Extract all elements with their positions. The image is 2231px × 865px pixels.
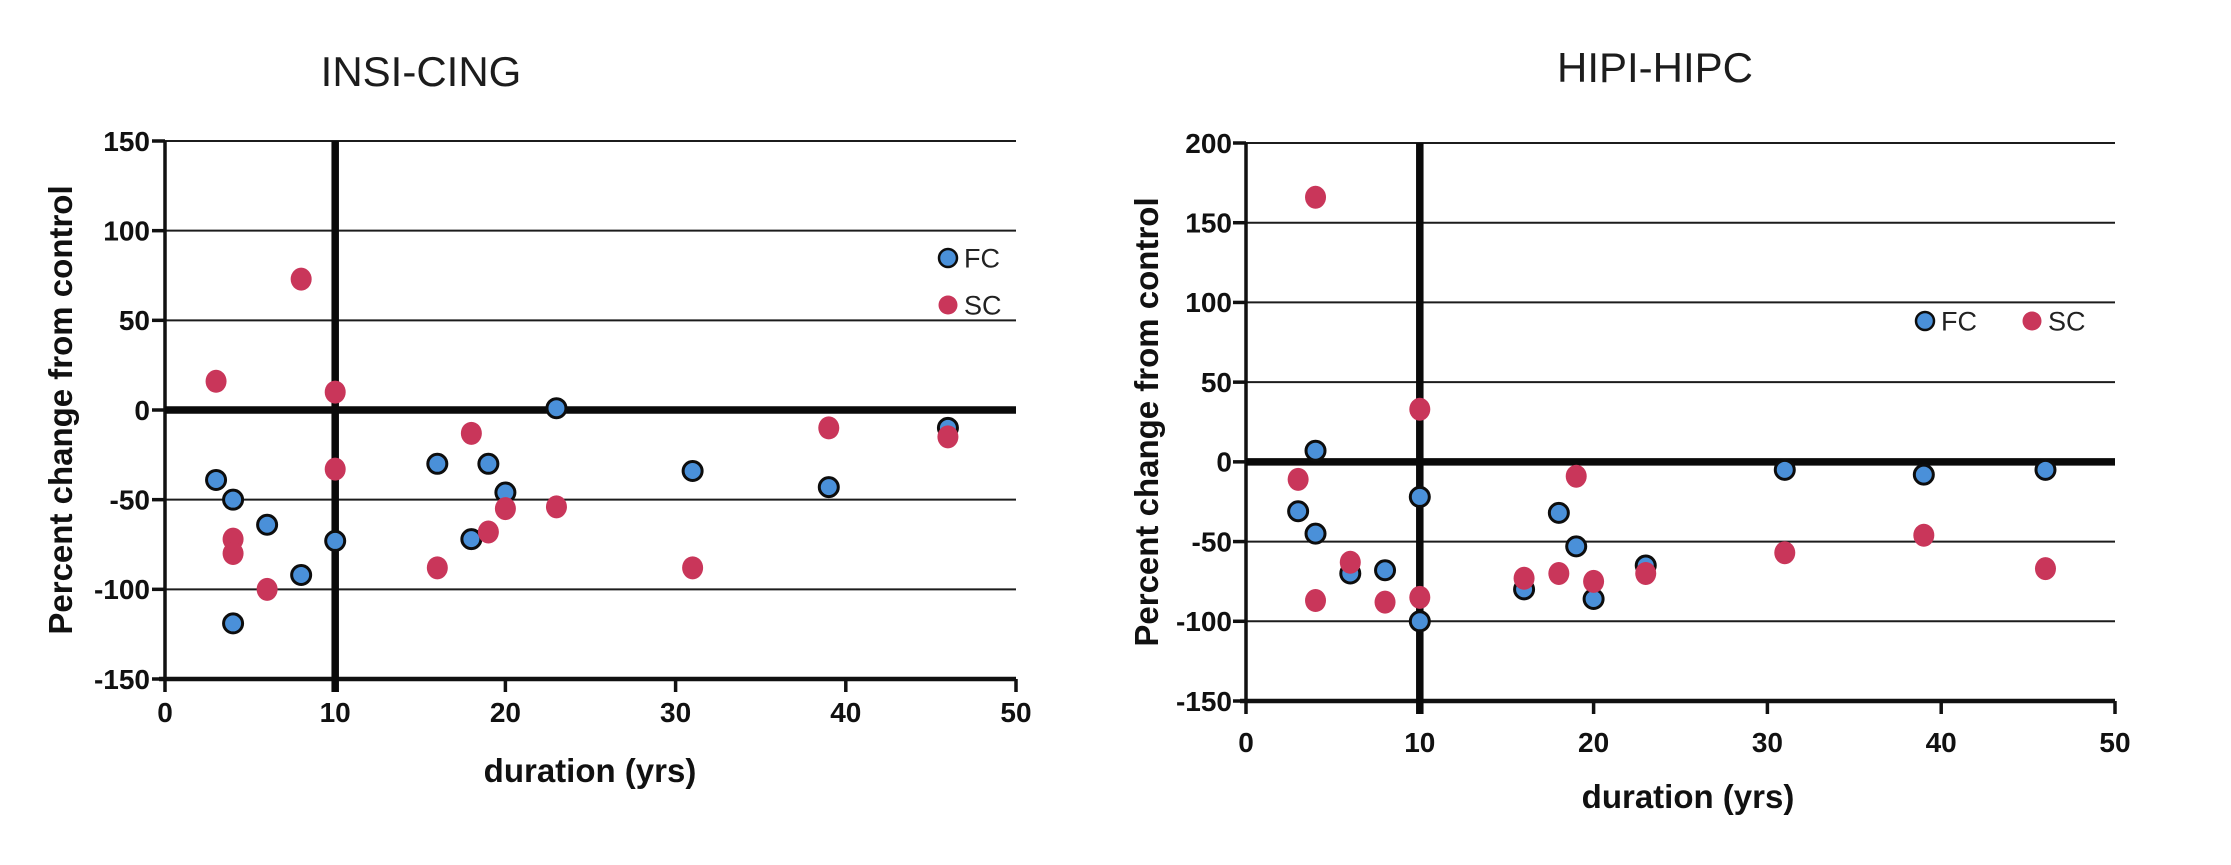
y-tick-label: -50 xyxy=(110,484,150,515)
y-axis-title: Percent change from control xyxy=(42,185,79,634)
legend-label-SC: SC xyxy=(2048,306,2086,336)
y-tick-label: 50 xyxy=(119,305,150,336)
legend-marker-FC xyxy=(937,247,959,269)
data-point-FC xyxy=(1304,522,1327,545)
x-tick-label: 40 xyxy=(830,697,861,728)
data-point-SC xyxy=(1409,397,1431,421)
data-point-SC xyxy=(937,425,959,449)
x-tick-label: 50 xyxy=(2099,727,2130,758)
y-tick-label: -50 xyxy=(1192,526,1232,557)
x-tick-label: 20 xyxy=(1578,727,1609,758)
data-point-SC xyxy=(324,380,346,404)
data-point-FC xyxy=(1912,463,1935,486)
y-tick-label: 100 xyxy=(103,215,150,246)
data-point-SC xyxy=(426,556,448,580)
data-point-SC xyxy=(1774,541,1796,565)
legend-label-FC: FC xyxy=(964,243,1000,273)
data-point-FC xyxy=(1287,500,1310,523)
data-point-FC xyxy=(477,452,500,475)
data-point-FC xyxy=(1408,485,1431,508)
x-axis-title: duration (yrs) xyxy=(1582,778,1795,815)
data-point-FC xyxy=(426,452,449,475)
legend-marker-FC xyxy=(1914,310,1936,332)
data-point-SC xyxy=(1287,467,1309,491)
data-point-FC xyxy=(1565,535,1588,558)
data-point-FC xyxy=(324,529,347,552)
data-point-SC xyxy=(290,267,312,291)
data-point-FC xyxy=(1408,610,1431,633)
legend-marker-SC xyxy=(938,295,958,315)
y-tick-label: 100 xyxy=(1185,287,1232,318)
data-point-SC xyxy=(2034,557,2056,581)
data-point-FC xyxy=(545,397,568,420)
y-tick-label: 200 xyxy=(1185,128,1232,159)
data-point-SC xyxy=(818,416,840,440)
data-point-FC xyxy=(1374,559,1397,582)
y-tick-label: 0 xyxy=(1216,447,1232,478)
x-tick-label: 0 xyxy=(157,697,173,728)
data-point-FC xyxy=(222,488,245,511)
data-point-SC xyxy=(1374,590,1396,614)
data-point-SC xyxy=(477,520,499,544)
data-point-FC xyxy=(1773,458,1796,481)
x-tick-label: 20 xyxy=(490,697,521,728)
data-point-SC xyxy=(1548,561,1570,585)
data-point-SC xyxy=(682,556,704,580)
x-tick-label: 0 xyxy=(1238,727,1254,758)
data-point-FC xyxy=(222,612,245,635)
y-tick-label: -100 xyxy=(94,574,150,605)
data-point-SC xyxy=(1513,566,1535,590)
x-tick-label: 10 xyxy=(320,697,351,728)
x-tick-label: 30 xyxy=(660,697,691,728)
data-point-FC xyxy=(256,513,279,536)
data-point-FC xyxy=(205,468,228,491)
data-point-FC xyxy=(681,459,704,482)
x-tick-label: 40 xyxy=(1926,727,1957,758)
chart-title: HIPI-HIPC xyxy=(1557,44,1753,91)
chart-title: INSI-CING xyxy=(321,48,522,95)
data-point-SC xyxy=(1305,589,1327,613)
x-axis-title: duration (yrs) xyxy=(484,752,697,789)
y-tick-label: 150 xyxy=(1185,208,1232,239)
data-point-FC xyxy=(1304,439,1327,462)
data-point-SC xyxy=(205,369,227,393)
y-tick-label: -150 xyxy=(1176,686,1232,717)
y-tick-label: -150 xyxy=(94,664,150,695)
legend-label-FC: FC xyxy=(1941,306,1977,336)
data-point-SC xyxy=(324,457,346,481)
data-point-SC xyxy=(1583,569,1605,593)
data-point-SC xyxy=(1635,561,1657,585)
y-tick-label: -100 xyxy=(1176,606,1232,637)
y-tick-label: 150 xyxy=(103,126,150,157)
data-point-SC xyxy=(1913,523,1935,547)
y-axis-title: Percent change from control xyxy=(1128,197,1165,646)
data-point-SC xyxy=(256,577,278,601)
data-point-FC xyxy=(817,476,840,499)
x-tick-label: 30 xyxy=(1752,727,1783,758)
legend-label-SC: SC xyxy=(964,290,1002,320)
y-tick-label: 0 xyxy=(134,395,150,426)
data-point-FC xyxy=(1547,501,1570,524)
x-tick-label: 50 xyxy=(1000,697,1031,728)
data-point-SC xyxy=(545,495,567,519)
x-tick-label: 10 xyxy=(1404,727,1435,758)
legend-marker-SC xyxy=(2022,311,2042,331)
data-point-SC xyxy=(1409,585,1431,609)
data-point-SC xyxy=(222,541,244,565)
data-point-SC xyxy=(494,497,516,521)
y-tick-label: 50 xyxy=(1201,367,1232,398)
data-point-FC xyxy=(2034,458,2057,481)
data-point-SC xyxy=(1305,185,1327,209)
data-point-SC xyxy=(1565,464,1587,488)
data-point-SC xyxy=(1339,550,1361,574)
data-point-FC xyxy=(290,563,313,586)
data-point-SC xyxy=(460,421,482,445)
